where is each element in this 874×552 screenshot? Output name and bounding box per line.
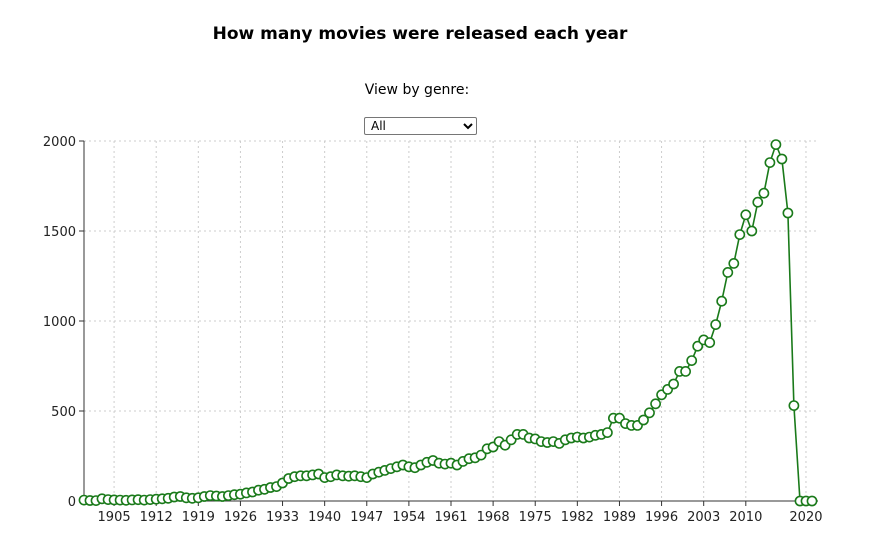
data-point <box>752 196 764 208</box>
data-point <box>680 365 691 377</box>
data-point <box>638 414 649 426</box>
x-tick-label: 1982 <box>561 510 594 525</box>
y-tick-label: 2000 <box>43 135 76 150</box>
x-tick-label: 1996 <box>645 510 678 525</box>
series-line <box>83 142 812 502</box>
x-tick-label: 2020 <box>789 510 822 525</box>
x-tick-label: 1919 <box>182 510 215 525</box>
data-point <box>776 153 788 165</box>
data-point <box>722 266 734 278</box>
data-point <box>668 378 679 390</box>
data-point <box>716 295 728 307</box>
data-points <box>78 139 818 507</box>
axes: 0 500 1000 1500 2000 1905 1912 1919 1926 1933 1940… <box>43 135 823 525</box>
x-tick-label: 1961 <box>434 510 467 525</box>
x-tick-label: 1940 <box>308 510 341 525</box>
x-tick-label: 1954 <box>392 510 425 525</box>
genre-label: View by genre: <box>364 82 470 98</box>
data-point <box>734 229 746 240</box>
data-point <box>710 319 722 330</box>
chart-title: How many movies were released each year <box>212 24 628 44</box>
x-tick-label: 1968 <box>477 510 510 525</box>
y-tick-label: 1500 <box>43 225 76 240</box>
data-point <box>740 209 752 221</box>
data-point <box>686 355 698 366</box>
x-tick-label: 2010 <box>729 510 762 525</box>
data-point <box>746 225 758 237</box>
x-tick-label: 1933 <box>266 510 299 525</box>
data-point <box>770 139 782 150</box>
data-point <box>764 157 776 168</box>
data-point <box>782 207 794 219</box>
x-tick-label: 1926 <box>224 510 257 525</box>
grid <box>84 140 818 502</box>
data-point <box>806 495 818 507</box>
y-tick-label: 0 <box>68 495 76 510</box>
x-tick-label: 1905 <box>98 510 131 525</box>
data-point <box>475 449 487 461</box>
data-point <box>728 257 740 269</box>
y-tick-label: 1000 <box>43 315 76 330</box>
data-point <box>704 337 716 348</box>
x-tick-label: 2003 <box>687 510 720 525</box>
data-point <box>758 187 770 199</box>
data-point <box>788 400 800 411</box>
data-point <box>602 427 613 438</box>
x-tick-label: 1947 <box>350 510 383 525</box>
x-tick-label: 1989 <box>603 510 636 525</box>
x-tick-label: 1975 <box>519 510 552 525</box>
y-tick-label: 500 <box>51 405 76 420</box>
data-point <box>692 340 704 352</box>
data-point <box>644 407 655 419</box>
x-tick-label: 1912 <box>140 510 173 525</box>
data-point <box>650 398 661 410</box>
genre-select[interactable]: All <box>364 117 477 135</box>
